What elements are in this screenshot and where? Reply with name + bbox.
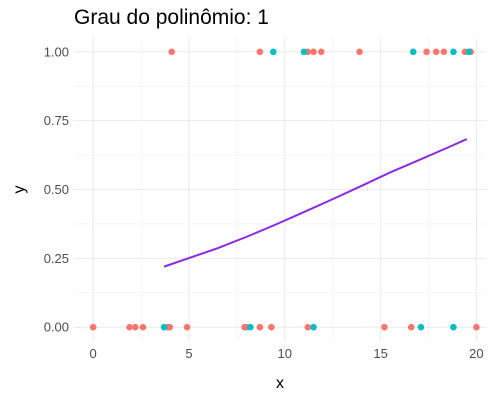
- y-tick-label: 1.00: [44, 44, 69, 59]
- x-tick-label: 5: [185, 346, 192, 361]
- data-point: [256, 323, 264, 331]
- data-point: [432, 48, 440, 56]
- data-point: [417, 323, 425, 331]
- data-point: [300, 48, 308, 56]
- data-point: [465, 48, 473, 56]
- data-point: [381, 323, 388, 331]
- data-point: [132, 323, 139, 331]
- data-point: [473, 323, 480, 331]
- data-point: [310, 48, 317, 56]
- x-tick-label: 20: [469, 346, 483, 361]
- y-tick-label: 0.50: [44, 182, 69, 197]
- data-point: [168, 48, 176, 56]
- data-point: [409, 48, 417, 56]
- data-point: [166, 323, 174, 331]
- x-axis-title: x: [276, 375, 284, 392]
- x-tick-label: 15: [373, 346, 387, 361]
- points-layer: [89, 48, 480, 331]
- y-tick-label: 0.00: [44, 320, 69, 335]
- data-point: [310, 323, 317, 331]
- axis-ticks: 0 5 10 15 20 0.00 0.25 0.50 0.75 1.00: [44, 44, 484, 361]
- data-point: [450, 323, 457, 331]
- y-tick-label: 0.75: [44, 113, 69, 128]
- data-point: [450, 48, 457, 56]
- data-point: [89, 323, 97, 331]
- data-point: [423, 48, 430, 56]
- y-axis-title: y: [11, 186, 28, 194]
- data-point: [407, 323, 415, 331]
- fit-line-layer: [163, 138, 468, 268]
- data-point: [304, 323, 312, 331]
- data-point: [268, 323, 275, 331]
- data-point: [317, 48, 325, 56]
- data-point: [356, 48, 363, 56]
- y-tick-label: 0.25: [44, 251, 69, 266]
- data-point: [160, 323, 168, 331]
- chart-title: Grau do polinômio: 1: [74, 6, 269, 29]
- x-tick-label: 10: [278, 346, 292, 361]
- data-point: [246, 323, 254, 331]
- data-point: [139, 323, 147, 331]
- data-point: [183, 323, 191, 331]
- data-point: [269, 48, 277, 56]
- grid: [74, 38, 486, 341]
- data-point: [126, 323, 133, 331]
- x-tick-label: 0: [90, 346, 97, 361]
- data-point: [256, 48, 264, 56]
- data-point: [440, 48, 448, 56]
- fit-line: [163, 138, 468, 268]
